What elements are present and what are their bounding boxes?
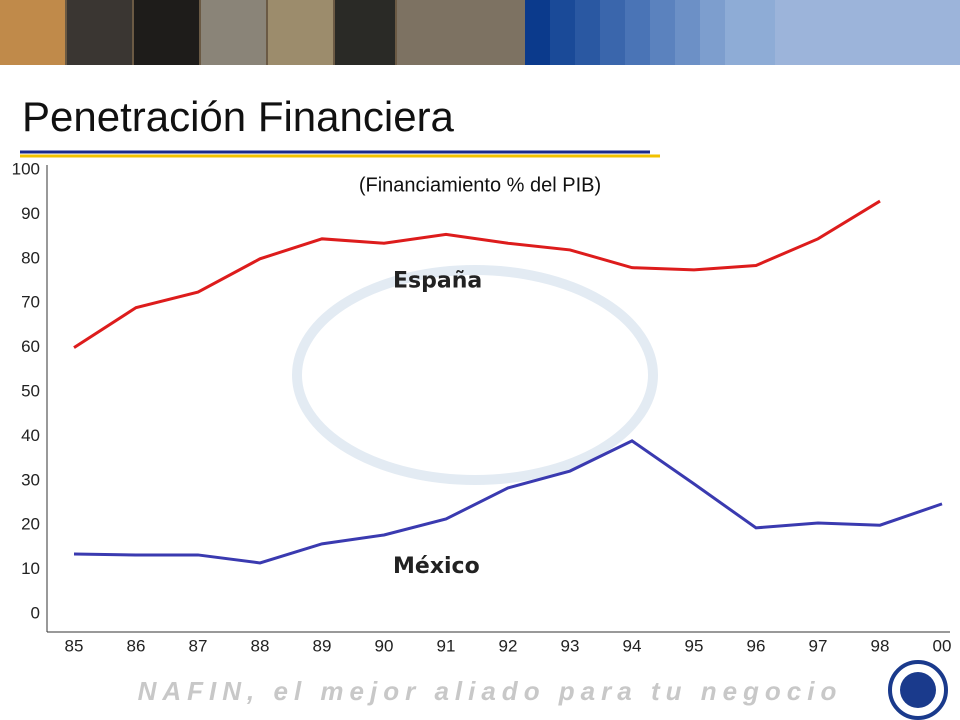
x-tick-label: 88 — [251, 636, 270, 655]
series-label: España — [393, 268, 482, 293]
y-tick-label: 50 — [21, 381, 40, 400]
x-tick-label: 97 — [809, 636, 828, 655]
series-line — [73, 439, 943, 565]
footer-slogan: NAFIN, el mejor aliado para tu negocio — [138, 676, 843, 706]
y-tick-label: 20 — [21, 515, 40, 534]
y-tick-label: 40 — [21, 426, 40, 445]
x-tick-label: 90 — [375, 636, 394, 655]
x-tick-label: 89 — [313, 636, 332, 655]
y-tick-label: 60 — [21, 337, 40, 356]
series-line — [73, 199, 881, 349]
x-tick-label: 93 — [561, 636, 580, 655]
x-tick-label: 95 — [685, 636, 704, 655]
y-tick-label: 0 — [31, 603, 40, 622]
x-tick-label: 92 — [499, 636, 518, 655]
x-tick-label: 86 — [127, 636, 146, 655]
y-tick-label: 90 — [21, 204, 40, 223]
x-tick-label: 87 — [189, 636, 208, 655]
footer-logo-inner — [900, 672, 936, 708]
chart-subtitle: (Financiamiento % del PIB) — [359, 174, 601, 196]
y-tick-label: 30 — [21, 470, 40, 489]
y-tick-label: 100 — [12, 159, 40, 178]
x-tick-label: 91 — [437, 636, 456, 655]
x-tick-label: 96 — [747, 636, 766, 655]
watermark — [292, 265, 658, 485]
header-banner — [0, 0, 960, 65]
x-tick-label: 98 — [871, 636, 890, 655]
x-tick-label: 00 — [933, 636, 952, 655]
y-tick-label: 80 — [21, 248, 40, 267]
x-tick-label: 85 — [65, 636, 84, 655]
y-tick-label: 10 — [21, 559, 40, 578]
series-label: México — [393, 554, 480, 579]
chart-title: Penetración Financiera — [22, 93, 455, 140]
x-tick-label: 94 — [623, 636, 642, 655]
y-tick-label: 70 — [21, 293, 40, 312]
